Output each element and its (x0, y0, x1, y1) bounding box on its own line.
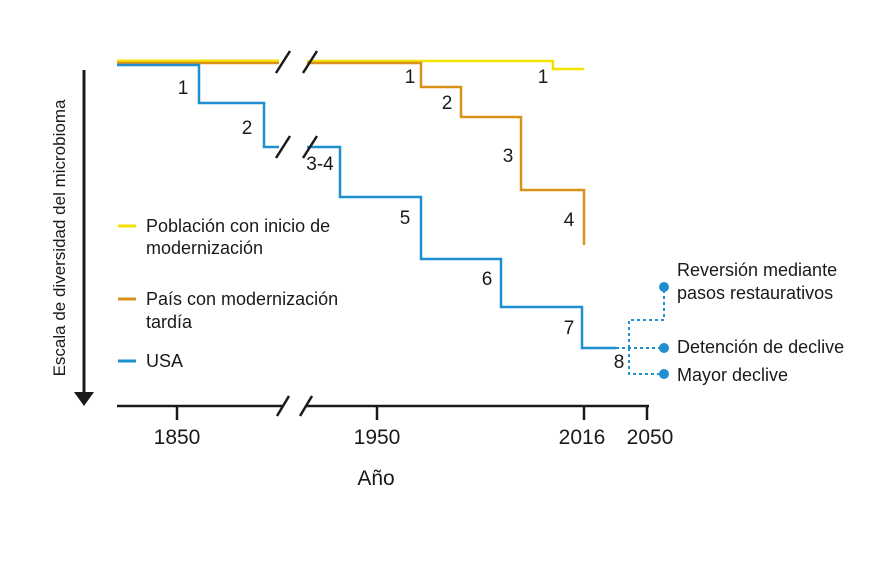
step-label-late-1: 1 (405, 67, 416, 88)
step-label-usa-1: 1 (178, 78, 189, 99)
step-label-late-2: 2 (442, 93, 453, 114)
step-label-late-3: 3 (503, 146, 514, 167)
x-axis-title: Año (357, 467, 394, 490)
step-label-usa-8: 8 (614, 352, 625, 373)
step-label-early-1: 1 (538, 67, 549, 88)
projection-line-reversal (628, 287, 665, 348)
step-label-late-4: 4 (564, 210, 575, 231)
x-tick-label-2016: 2016 (559, 426, 606, 449)
series-line-usa-left (117, 63, 279, 149)
projection-label-further-decline: Mayor declive (677, 365, 788, 385)
series-line-usa-right (307, 145, 616, 350)
step-label-usa-7: 7 (564, 318, 575, 339)
series-break-mark-top-2 (301, 50, 319, 74)
legend-label-early-modernization-line2: modernización (146, 238, 263, 258)
projection-dot-halt (659, 343, 669, 353)
series-break-mark-top-1 (274, 50, 292, 74)
legend-label-early-modernization-line1: Población con inicio de (146, 216, 330, 236)
x-tick-label-1850: 1850 (154, 426, 201, 449)
projection-label-halt: Detención de declive (677, 337, 844, 357)
y-axis-title: Escala de diversidad del microbioma (50, 99, 69, 376)
step-label-usa-3-4: 3-4 (306, 154, 334, 175)
y-axis-arrowhead (74, 392, 94, 406)
step-label-usa-6: 6 (482, 269, 493, 290)
legend-label-late-modernization-line2: tardía (146, 312, 193, 332)
step-label-usa-5: 5 (400, 208, 411, 229)
legend-label-late-modernization-line1: País con modernización (146, 289, 338, 309)
series-line-early-modernization-right (307, 59, 584, 71)
step-label-usa-2: 2 (242, 118, 253, 139)
series-line-late-modernization-right (307, 61, 586, 245)
projection-label-reversal-line1: Reversión mediante (677, 260, 837, 280)
series-break-mark-mid-1 (274, 135, 292, 159)
legend-label-usa: USA (146, 351, 183, 371)
x-tick-label-2050: 2050 (627, 426, 674, 449)
x-tick-label-1950: 1950 (354, 426, 401, 449)
projection-dot-further-decline (659, 369, 669, 379)
projection-dot-reversal (659, 282, 669, 292)
series-break-mark-mid-2 (301, 135, 319, 159)
projection-label-reversal-line2: pasos restaurativos (677, 283, 833, 303)
projection-line-further-decline (628, 348, 664, 375)
x-axis-break-mark-2 (298, 395, 314, 417)
x-axis-break-mark-1 (275, 395, 291, 417)
